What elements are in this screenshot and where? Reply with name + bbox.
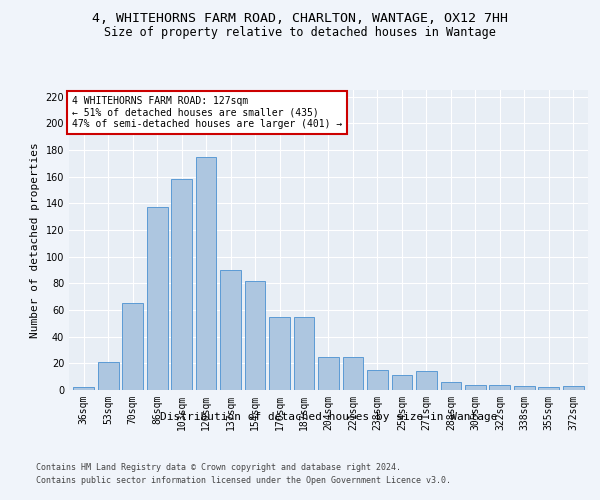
Bar [171, 180, 192, 390]
Text: 4, WHITEHORNS FARM ROAD, CHARLTON, WANTAGE, OX12 7HH: 4, WHITEHORNS FARM ROAD, CHARLTON, WANTA… [92, 12, 508, 26]
Bar [293, 316, 314, 390]
Bar [416, 372, 437, 390]
Bar [122, 304, 143, 390]
Bar [343, 356, 364, 390]
Y-axis label: Number of detached properties: Number of detached properties [30, 142, 40, 338]
Bar [367, 370, 388, 390]
Text: Contains public sector information licensed under the Open Government Licence v3: Contains public sector information licen… [36, 476, 451, 485]
Bar [147, 208, 167, 390]
Bar [490, 384, 510, 390]
Bar [514, 386, 535, 390]
Bar [318, 356, 339, 390]
Bar [73, 388, 94, 390]
Bar [440, 382, 461, 390]
Text: 4 WHITEHORNS FARM ROAD: 127sqm
← 51% of detached houses are smaller (435)
47% of: 4 WHITEHORNS FARM ROAD: 127sqm ← 51% of … [71, 96, 342, 129]
Bar [465, 384, 486, 390]
Bar [220, 270, 241, 390]
Bar [196, 156, 217, 390]
Text: Size of property relative to detached houses in Wantage: Size of property relative to detached ho… [104, 26, 496, 39]
Bar [98, 362, 119, 390]
Bar [563, 386, 584, 390]
Bar [392, 376, 412, 390]
Bar [245, 280, 265, 390]
Text: Distribution of detached houses by size in Wantage: Distribution of detached houses by size … [160, 412, 497, 422]
Text: Contains HM Land Registry data © Crown copyright and database right 2024.: Contains HM Land Registry data © Crown c… [36, 462, 401, 471]
Bar [269, 316, 290, 390]
Bar [538, 388, 559, 390]
